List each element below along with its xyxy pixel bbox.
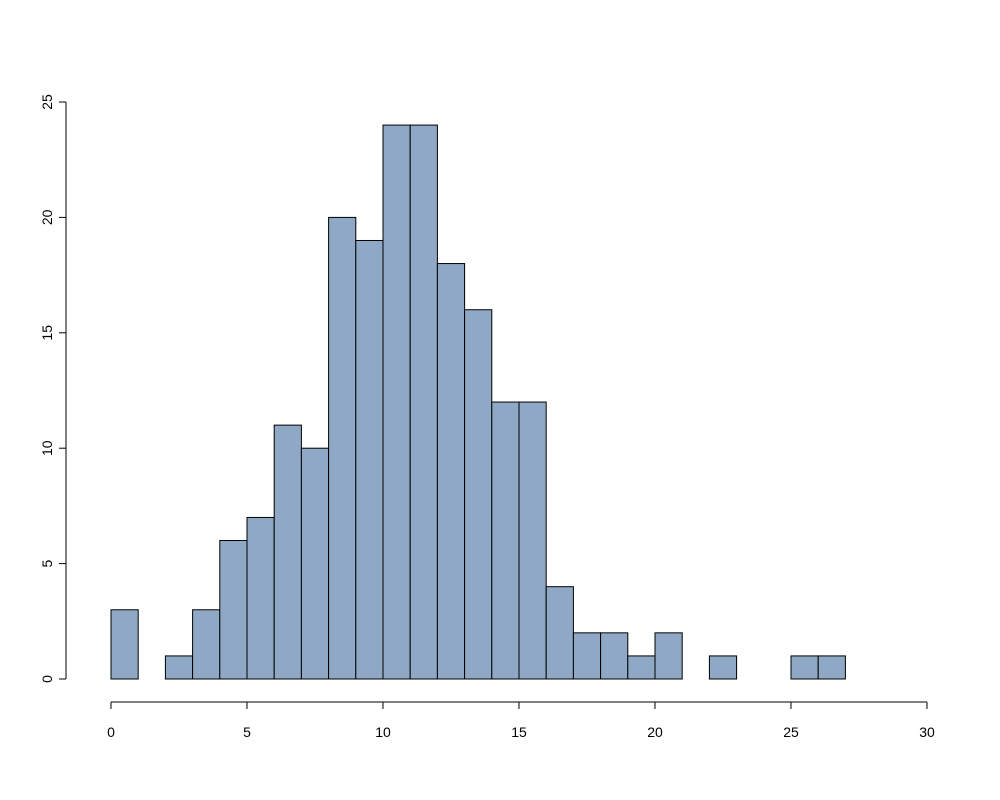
bar bbox=[355, 239, 384, 680]
bar bbox=[246, 516, 275, 680]
bar bbox=[572, 632, 602, 680]
y-tick-label: 0 bbox=[39, 675, 55, 683]
bar bbox=[464, 309, 493, 680]
bar bbox=[192, 609, 221, 680]
bar bbox=[491, 401, 520, 680]
bar bbox=[654, 632, 683, 680]
bar bbox=[382, 124, 411, 680]
bar bbox=[110, 609, 139, 680]
bar bbox=[300, 447, 330, 680]
bar bbox=[708, 655, 738, 680]
y-tick-label: 20 bbox=[39, 209, 55, 225]
x-tick-label: 0 bbox=[107, 724, 115, 740]
x-tick-label: 25 bbox=[783, 724, 799, 740]
bar bbox=[436, 263, 466, 680]
bar bbox=[518, 401, 547, 680]
bar bbox=[219, 540, 248, 680]
y-tick-label: 15 bbox=[39, 325, 55, 341]
y-tick-label: 25 bbox=[39, 94, 55, 110]
x-tick-label: 20 bbox=[647, 724, 663, 740]
bar bbox=[409, 124, 438, 680]
bar bbox=[817, 655, 846, 680]
y-tick-label: 10 bbox=[39, 440, 55, 456]
bar bbox=[273, 424, 302, 680]
bar bbox=[790, 655, 819, 680]
y-tick-label: 5 bbox=[39, 559, 55, 567]
bar bbox=[600, 632, 629, 680]
x-tick-label: 5 bbox=[243, 724, 251, 740]
x-tick-label: 30 bbox=[919, 724, 935, 740]
bar bbox=[328, 216, 357, 680]
x-tick-label: 10 bbox=[375, 724, 391, 740]
bar bbox=[627, 655, 656, 680]
bar bbox=[164, 655, 194, 680]
x-tick-label: 15 bbox=[511, 724, 527, 740]
bar bbox=[545, 586, 574, 680]
